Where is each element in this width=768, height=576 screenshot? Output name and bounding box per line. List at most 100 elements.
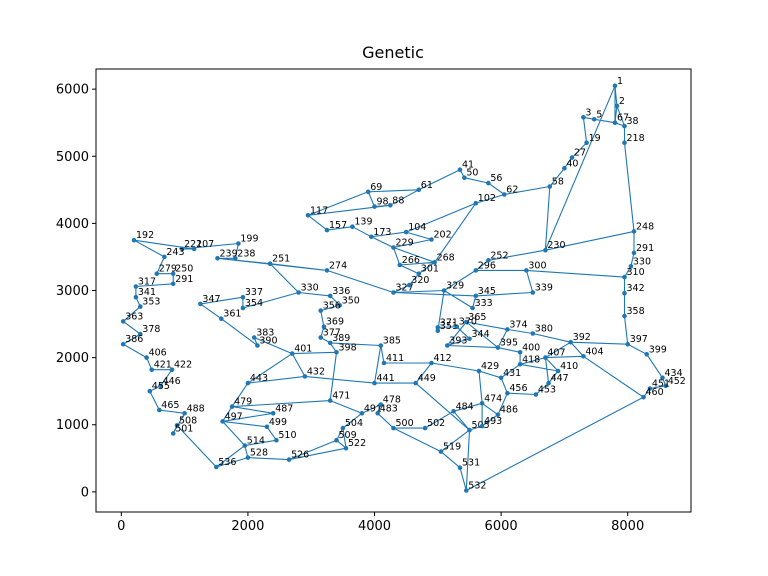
city-point xyxy=(457,465,463,471)
y-tick-label: 1000 xyxy=(56,418,89,433)
city-point xyxy=(429,360,434,366)
city-label: 386 xyxy=(125,334,143,345)
city-label: 358 xyxy=(627,306,645,317)
city-label: 339 xyxy=(535,283,553,294)
city-point xyxy=(296,290,301,295)
city-point xyxy=(369,234,374,240)
city-point xyxy=(473,293,479,299)
city-label: 383 xyxy=(256,328,274,339)
city-point xyxy=(502,192,507,197)
city-label: 380 xyxy=(535,324,553,335)
city-label: 333 xyxy=(475,298,493,309)
city-point xyxy=(318,335,324,340)
city-label: 98 xyxy=(377,197,389,208)
city-point xyxy=(378,343,384,348)
city-label: 449 xyxy=(418,373,436,384)
city-label: 393 xyxy=(449,336,467,347)
city-label: 406 xyxy=(149,348,167,359)
city-point xyxy=(647,386,653,391)
city-label: 350 xyxy=(342,295,360,306)
city-label: 27 xyxy=(574,148,586,159)
city-point xyxy=(470,305,475,311)
city-label: 139 xyxy=(354,217,372,228)
city-label: 378 xyxy=(142,324,160,335)
city-label: 61 xyxy=(421,180,433,191)
city-label: 488 xyxy=(187,403,205,414)
city-point xyxy=(245,455,251,460)
city-label: 251 xyxy=(272,254,290,265)
city-label: 397 xyxy=(630,334,648,345)
city-point xyxy=(359,411,365,416)
city-point xyxy=(229,404,235,409)
city-point xyxy=(324,227,330,233)
city-label: 330 xyxy=(301,283,319,294)
city-label: 410 xyxy=(560,361,578,372)
city-label: 471 xyxy=(332,391,350,402)
city-point xyxy=(318,308,324,313)
x-tick-label: 6000 xyxy=(485,519,518,534)
city-point xyxy=(569,155,575,160)
city-label: 327 xyxy=(396,283,414,294)
city-point xyxy=(120,341,126,347)
city-point xyxy=(388,203,393,208)
city-label: 19 xyxy=(589,133,601,144)
city-label: 371 xyxy=(440,317,458,328)
city-point xyxy=(486,258,491,263)
city-label: 88 xyxy=(392,195,404,206)
y-tick-label: 0 xyxy=(81,485,89,500)
city-label: 418 xyxy=(522,354,540,365)
city-point xyxy=(179,246,185,252)
city-point xyxy=(334,350,339,355)
city-point xyxy=(214,464,219,470)
city-label: 243 xyxy=(166,247,184,258)
city-point xyxy=(236,241,241,246)
city-point xyxy=(631,250,637,256)
city-label: 421 xyxy=(154,360,172,371)
city-point xyxy=(365,189,371,195)
city-point xyxy=(162,254,167,260)
city-point xyxy=(391,425,396,431)
city-point xyxy=(157,407,162,413)
city-point xyxy=(372,204,377,209)
city-point xyxy=(454,324,460,330)
city-label: 479 xyxy=(234,397,252,408)
city-point xyxy=(422,425,428,431)
city-label: 207 xyxy=(196,239,214,250)
city-point xyxy=(170,281,176,287)
city-label: 69 xyxy=(370,182,382,193)
city-point xyxy=(219,316,224,322)
city-point xyxy=(191,246,197,252)
city-label: 317 xyxy=(138,277,156,288)
city-point xyxy=(467,336,472,342)
city-label: 474 xyxy=(484,393,502,404)
city-label: 102 xyxy=(478,193,496,204)
city-point xyxy=(432,260,437,265)
city-label: 500 xyxy=(396,418,414,429)
city-point xyxy=(584,140,589,146)
city-label: 499 xyxy=(269,417,287,428)
city-point xyxy=(391,245,396,250)
city-label: 431 xyxy=(503,368,521,379)
city-label: 202 xyxy=(434,230,452,241)
city-point xyxy=(138,304,143,309)
city-label: 455 xyxy=(152,381,170,392)
city-point xyxy=(327,293,333,299)
city-point xyxy=(457,167,463,172)
city-label: 399 xyxy=(649,344,667,355)
city-label: 3 xyxy=(585,107,591,118)
city-point xyxy=(530,331,536,336)
city-point xyxy=(242,443,248,448)
city-label: 342 xyxy=(627,283,645,294)
city-label: 398 xyxy=(339,342,357,353)
city-label: 434 xyxy=(665,368,683,379)
city-label: 385 xyxy=(383,336,401,347)
city-point xyxy=(274,437,279,443)
city-label: 390 xyxy=(259,336,277,347)
city-label: 441 xyxy=(377,373,395,384)
city-label: 432 xyxy=(307,366,325,377)
city-point xyxy=(543,247,548,253)
city-point xyxy=(625,341,630,347)
y-tick-label: 2000 xyxy=(56,351,89,366)
x-tick-label: 2000 xyxy=(231,519,264,534)
city-label: 250 xyxy=(175,264,193,275)
